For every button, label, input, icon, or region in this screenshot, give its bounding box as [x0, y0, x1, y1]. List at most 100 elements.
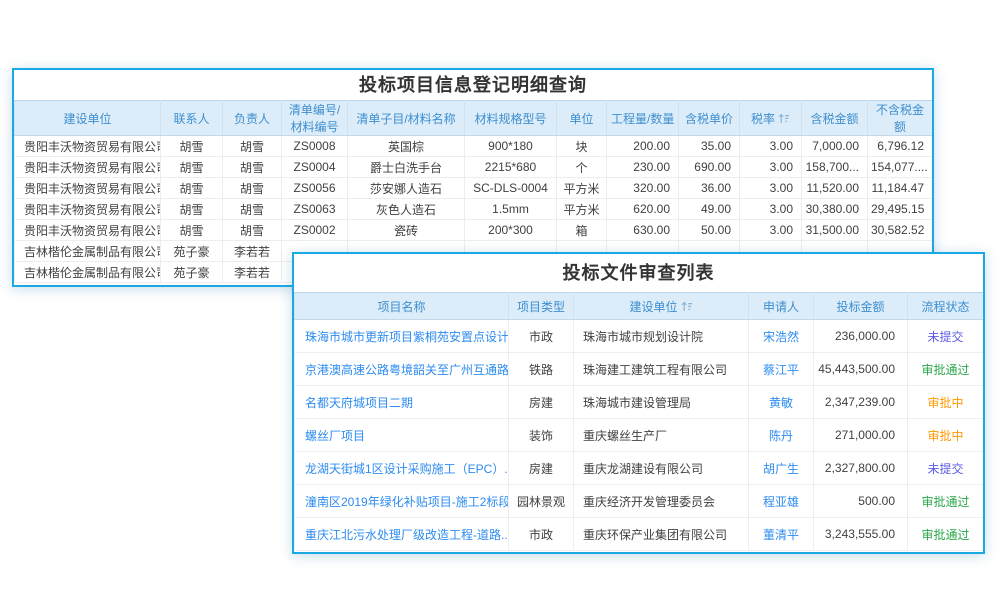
net-cell: 11,184.47 [867, 177, 932, 199]
applicant-link[interactable]: 宋浩然 [762, 329, 799, 344]
amount-cell: 45,443,500.00 [813, 352, 908, 386]
spec-cell: 2215*680 [464, 156, 557, 178]
company-cell: 珠海建工建筑工程有限公司 [573, 352, 749, 386]
project-cell: 珠海市城市更新项目紫桐苑安置点设计... [294, 319, 509, 353]
net-cell: 29,495.15 [867, 198, 932, 220]
amount-cell: 3,243,555.00 [813, 517, 908, 551]
spec-cell: SC-DLS-0004 [464, 177, 557, 199]
code-cell: ZS0004 [281, 156, 348, 178]
price-cell: 50.00 [678, 219, 740, 241]
amount-cell: 11,520.00 [801, 177, 868, 199]
project-cell: 潼南区2019年绿化补贴项目-施工2标段 [294, 484, 509, 518]
project-link[interactable]: 京港澳高速公路粤境韶关至广州互通路... [305, 362, 509, 377]
type-cell: 市政 [508, 319, 574, 353]
project-link[interactable]: 螺丝厂项目 [305, 428, 366, 443]
company-cell: 贵阳丰沃物资贸易有限公司 [14, 156, 161, 178]
project-link[interactable]: 龙湖天街城1区设计采购施工（EPC）... [305, 461, 509, 476]
table-row: 龙湖天街城1区设计采购施工（EPC）... 房建 重庆龙湖建设有限公司 胡广生 2,32… [294, 451, 983, 485]
col-header-workflow-status: 流程状态 [907, 292, 983, 320]
code-cell: ZS0056 [281, 177, 348, 199]
spec-cell: 1.5mm [464, 198, 557, 220]
type-cell: 市政 [508, 517, 574, 551]
amount-cell: 2,327,800.00 [813, 451, 908, 485]
type-cell: 装饰 [508, 418, 574, 452]
manager-cell: 胡雪 [222, 219, 282, 241]
applicant-cell: 宋浩然 [748, 319, 814, 353]
price-cell: 35.00 [678, 135, 740, 157]
col-header-code: 清单编号/材料编号 [281, 100, 348, 136]
company-cell: 重庆环保产业集团有限公司 [573, 517, 749, 551]
project-link[interactable]: 珠海市城市更新项目紫桐苑安置点设计... [305, 329, 509, 344]
company-cell: 吉林楷伦金属制品有限公司 [14, 240, 161, 262]
manager-cell: 李若若 [222, 240, 282, 262]
contact-cell: 胡雪 [160, 198, 223, 220]
code-cell: ZS0063 [281, 198, 348, 220]
amount-cell: 7,000.00 [801, 135, 868, 157]
project-cell: 名都天府城项目二期 [294, 385, 509, 419]
contact-cell: 苑子豪 [160, 240, 223, 262]
table-row: 名都天府城项目二期 房建 珠海城市建设管理局 黄敏 2,347,239.00 审批中 [294, 385, 983, 419]
col-header-tax-rate-sortable[interactable]: 税率 [739, 100, 802, 136]
qty-cell: 620.00 [606, 198, 679, 220]
table-row: 贵阳丰沃物资贸易有限公司 胡雪 胡雪 ZS0056 莎安娜人造石 SC-DLS-0004 平… [14, 177, 932, 199]
company-cell: 贵阳丰沃物资贸易有限公司 [14, 177, 161, 199]
unit-cell: 块 [556, 135, 607, 157]
code-cell: ZS0002 [281, 219, 348, 241]
table-row: 贵阳丰沃物资贸易有限公司 胡雪 胡雪 ZS0008 英国棕 900*180 块 200.00 3… [14, 135, 932, 157]
name-cell: 莎安娜人造石 [347, 177, 465, 199]
applicant-link[interactable]: 陈丹 [768, 428, 793, 443]
status-badge: 审批通过 [907, 517, 983, 551]
applicant-link[interactable]: 黄敏 [768, 395, 793, 410]
unit-cell: 平方米 [556, 198, 607, 220]
applicant-link[interactable]: 程亚雄 [762, 494, 799, 509]
type-cell: 铁路 [508, 352, 574, 386]
applicant-link[interactable]: 蔡江平 [762, 362, 799, 377]
project-link[interactable]: 潼南区2019年绿化补贴项目-施工2标段 [305, 494, 509, 509]
company-cell: 珠海市城市规划设计院 [573, 319, 749, 353]
unit-cell: 个 [556, 156, 607, 178]
table-row: 贵阳丰沃物资贸易有限公司 胡雪 胡雪 ZS0002 瓷砖 200*300 箱 630.00 50… [14, 219, 932, 241]
status-badge: 未提交 [907, 451, 983, 485]
company-cell: 贵阳丰沃物资贸易有限公司 [14, 135, 161, 157]
table-row: 京港澳高速公路粤境韶关至广州互通路... 铁路 珠海建工建筑工程有限公司 蔡江平 45,… [294, 352, 983, 386]
qty-cell: 230.00 [606, 156, 679, 178]
header-row: 项目名称 项目类型 建设单位 申请人 投标金额 流程状态 [294, 292, 983, 320]
col-header-company-sortable[interactable]: 建设单位 [573, 292, 749, 320]
project-link[interactable]: 重庆江北污水处理厂级改造工程-道路... [305, 527, 509, 542]
qty-cell: 630.00 [606, 219, 679, 241]
sort-icon [681, 301, 692, 311]
table-row: 珠海市城市更新项目紫桐苑安置点设计... 市政 珠海市城市规划设计院 宋浩然 236,0… [294, 319, 983, 353]
col-header-manager: 负责人 [222, 100, 282, 136]
table-row: 螺丝厂项目 装饰 重庆螺丝生产厂 陈丹 271,000.00 审批中 [294, 418, 983, 452]
qty-cell: 200.00 [606, 135, 679, 157]
col-header-project-type: 项目类型 [508, 292, 574, 320]
net-cell: 6,796.12 [867, 135, 932, 157]
type-cell: 房建 [508, 451, 574, 485]
page-title: 投标项目信息登记明细查询 [359, 75, 587, 95]
project-cell: 重庆江北污水处理厂级改造工程-道路... [294, 517, 509, 551]
unit-cell: 平方米 [556, 177, 607, 199]
project-link[interactable]: 名都天府城项目二期 [305, 395, 414, 410]
col-header-unit: 单位 [556, 100, 607, 136]
bid-detail-table: 建设单位 联系人 负责人 清单编号/材料编号 清单子目/材料名称 材料规格型号 … [14, 100, 932, 283]
table-row: 贵阳丰沃物资贸易有限公司 胡雪 胡雪 ZS0063 灰色人造石 1.5mm 平方米 620.0… [14, 198, 932, 220]
company-cell: 贵阳丰沃物资贸易有限公司 [14, 198, 161, 220]
manager-cell: 胡雪 [222, 198, 282, 220]
col-header-bid-amount: 投标金额 [813, 292, 908, 320]
name-cell: 爵士白洗手台 [347, 156, 465, 178]
name-cell: 灰色人造石 [347, 198, 465, 220]
net-cell: 154,077.... [867, 156, 932, 178]
company-cell: 珠海城市建设管理局 [573, 385, 749, 419]
name-cell: 英国棕 [347, 135, 465, 157]
col-header-project-name: 项目名称 [294, 292, 509, 320]
applicant-link[interactable]: 胡广生 [762, 461, 799, 476]
manager-cell: 胡雪 [222, 135, 282, 157]
amount-cell: 30,380.00 [801, 198, 868, 220]
contact-cell: 胡雪 [160, 219, 223, 241]
contact-cell: 胡雪 [160, 177, 223, 199]
project-cell: 龙湖天街城1区设计采购施工（EPC）... [294, 451, 509, 485]
company-cell: 吉林楷伦金属制品有限公司 [14, 261, 161, 283]
amount-cell: 271,000.00 [813, 418, 908, 452]
applicant-link[interactable]: 董清平 [762, 527, 799, 542]
col-header-material-name: 清单子目/材料名称 [347, 100, 465, 136]
